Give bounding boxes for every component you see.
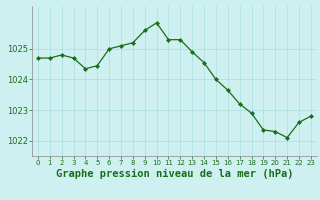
X-axis label: Graphe pression niveau de la mer (hPa): Graphe pression niveau de la mer (hPa)	[56, 169, 293, 179]
